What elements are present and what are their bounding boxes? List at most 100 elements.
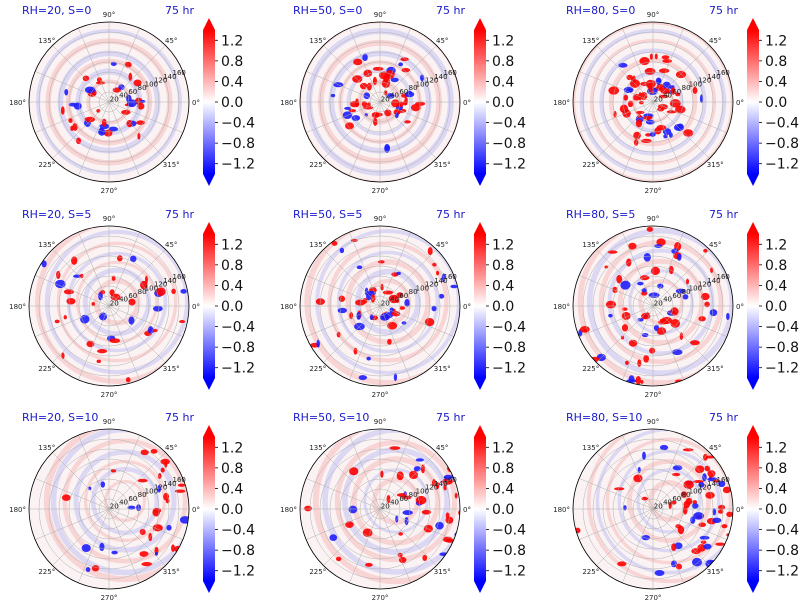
angular-tick-label: 135°: [582, 241, 599, 249]
field-blob: [404, 91, 415, 98]
field-blob: [675, 105, 686, 114]
field-blob: [110, 61, 117, 67]
field-blob: [703, 543, 712, 550]
angular-tick-label: 90°: [374, 215, 386, 223]
field-blob: [349, 100, 360, 108]
colorbar-tick-label: 0.8: [492, 461, 514, 477]
field-blob: [336, 331, 341, 338]
field-blob: [111, 550, 118, 555]
field-blob: [338, 295, 346, 302]
panel-title: RH=20, S=5: [22, 208, 91, 221]
angular-tick-label: 90°: [103, 11, 115, 19]
colorbar-tick-label: 0.8: [492, 54, 514, 70]
field-blob: [56, 270, 61, 280]
radial-gridline: [349, 275, 411, 337]
field-blob: [380, 283, 384, 291]
field-blob: [438, 293, 445, 299]
field-blob: [671, 560, 677, 568]
field-blob: [391, 99, 400, 108]
angular-tick-label: 270°: [645, 187, 662, 195]
colorbar: [203, 234, 215, 378]
field-blob: [91, 302, 96, 306]
field-band: [312, 429, 460, 585]
field-blob: [712, 508, 717, 516]
field-blob: [348, 109, 357, 113]
colorbar-tick-label: 0.0: [765, 502, 787, 518]
radial-gridline: [642, 498, 664, 520]
colorbar-tick-label: −1.2: [765, 361, 799, 377]
polar-frame: [28, 225, 190, 387]
field-blob: [649, 347, 656, 354]
field-blob: [63, 289, 75, 295]
radial-tick-label: 120: [698, 281, 711, 289]
field-blob: [656, 83, 664, 90]
field-blob: [178, 552, 186, 560]
colorbar-tick-label: −1.2: [492, 361, 526, 377]
colorbar-tick-label: 0.4: [492, 278, 514, 294]
radial-tick-label: 60: [128, 292, 137, 300]
colorbar-tick-label: 0.4: [765, 74, 787, 90]
field-blob: [671, 472, 681, 477]
radial-gridline: [309, 235, 451, 377]
field-blob: [98, 312, 108, 321]
field-blob: [623, 505, 627, 511]
angular-tick-label: 90°: [374, 418, 386, 426]
field-blob: [134, 97, 143, 105]
colorbar: [747, 234, 759, 378]
radial-gridline: [88, 285, 130, 327]
field-blob: [171, 288, 176, 295]
angular-tick-label: 225°: [38, 568, 55, 576]
field-blob: [180, 289, 187, 294]
radial-gridline: [349, 478, 411, 540]
field-blob: [396, 271, 401, 275]
field-blob: [154, 507, 162, 513]
field-blob: [635, 375, 641, 385]
radial-tick-label: 100: [145, 80, 158, 88]
field-blob: [350, 238, 358, 242]
field-blob: [642, 451, 646, 460]
radial-tick-label: 160: [716, 476, 729, 484]
angular-tick-label: 0°: [463, 99, 471, 107]
angular-tick-label: 90°: [647, 418, 659, 426]
radial-gridline: [592, 41, 714, 163]
field-blob: [390, 77, 399, 83]
field-blob: [348, 505, 358, 514]
angular-tick-label: 270°: [645, 594, 662, 602]
radial-tick-label: 160: [443, 476, 456, 484]
field-blob: [717, 509, 724, 514]
field-blob: [64, 88, 69, 96]
field-blob: [726, 511, 733, 518]
field-band: [617, 258, 705, 346]
field-blob: [676, 253, 682, 261]
field-blob: [621, 324, 629, 332]
field-band: [35, 226, 189, 384]
colorbar: [747, 30, 759, 174]
field-blob: [662, 81, 671, 90]
angular-tick-label: 225°: [309, 365, 326, 373]
polar-frame: [299, 225, 461, 387]
field-blob: [356, 265, 363, 270]
angular-tick-label: 45°: [165, 37, 177, 45]
colorbar-extend-bottom: [474, 174, 486, 186]
panel-title: RH=50, S=10: [293, 411, 369, 424]
colorbar-tick-label: −1.2: [492, 564, 526, 580]
radial-gridline: [48, 448, 170, 570]
field-blob: [721, 524, 728, 529]
angular-tick-label: 90°: [647, 11, 659, 19]
field-blob: [128, 72, 133, 82]
field-blob: [658, 68, 670, 74]
field-blob: [656, 327, 667, 336]
radial-tick-label: 40: [119, 92, 128, 100]
angular-tick-label: 0°: [463, 303, 471, 311]
field-blob: [443, 474, 453, 480]
colorbar-tick-label: −0.8: [492, 543, 526, 559]
field-blob: [344, 106, 352, 110]
angular-tick-label: 0°: [463, 506, 471, 514]
field-blob: [643, 354, 649, 363]
radial-tick-label: 40: [119, 499, 128, 507]
radial-tick-label: 40: [663, 296, 672, 304]
radial-gridline: [48, 245, 170, 367]
radial-gridline: [622, 478, 684, 540]
angular-tick-label: 135°: [582, 444, 599, 452]
